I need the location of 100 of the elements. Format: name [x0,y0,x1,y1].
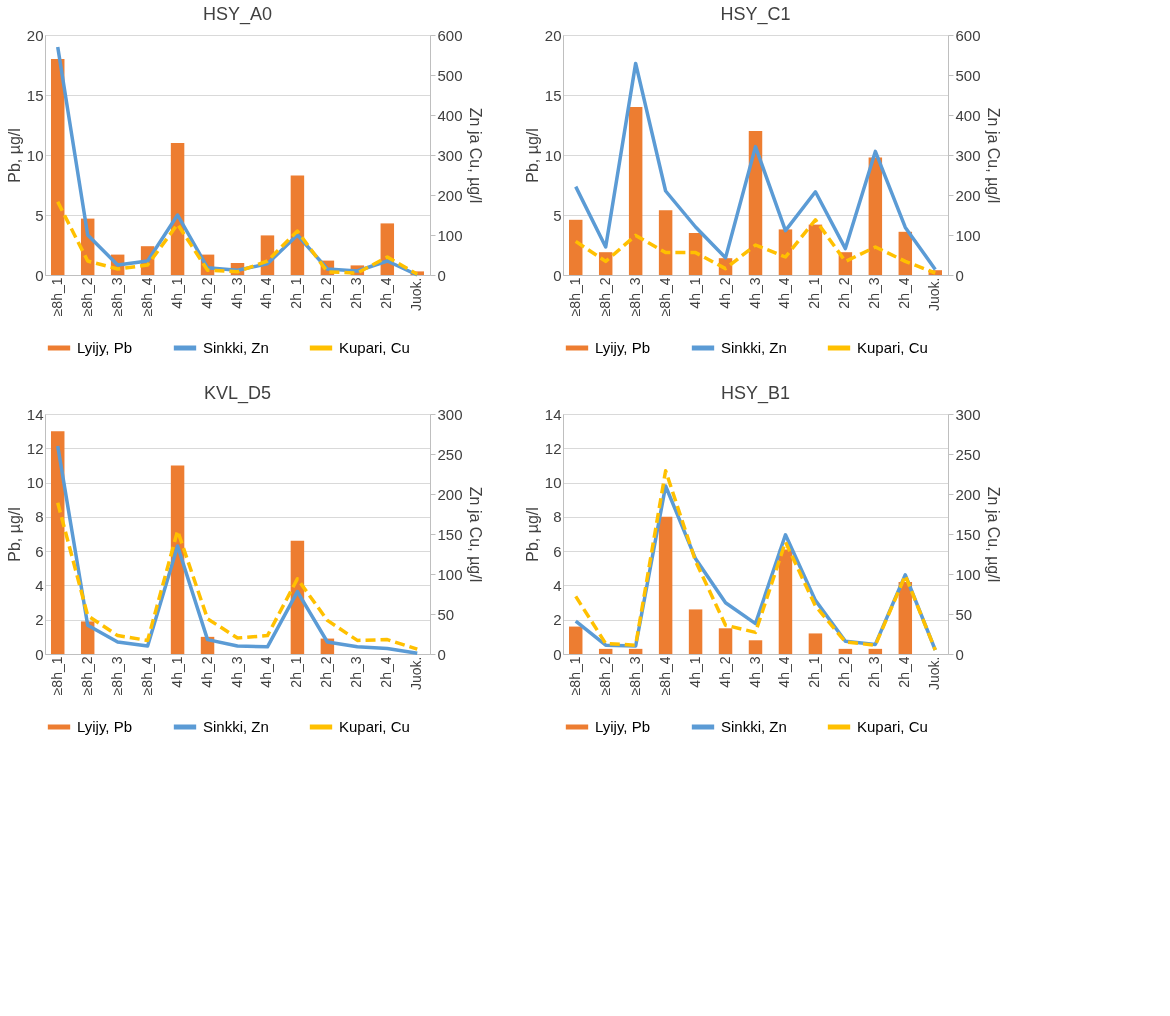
x-tick-label: ≥8h_3 [626,277,643,317]
x-tick-label: ≥8h_1 [48,277,65,317]
y-tick-label: 4 [35,576,44,594]
x-tick-label: 2h_1 [806,656,823,688]
x-tick-label: 2h_2 [836,656,853,688]
x-tick-label: 2h_3 [348,656,365,688]
x-tick-label: 2h_3 [866,656,883,688]
x-tick-label: 4h_2 [716,277,733,309]
x-tick-label: ≥8h_3 [108,656,125,696]
y2-tick-label: 300 [955,146,981,164]
y2-tick-label: 600 [955,26,981,44]
y2-tick-label: 600 [437,26,463,44]
y-tick-label: 0 [35,266,44,284]
x-tick-label: 2h_4 [378,656,395,688]
legend-label: Kupari, Cu [857,339,928,356]
bar [778,549,793,654]
x-tick-label: Juok. [926,277,943,311]
y2-tick-label: 100 [955,226,981,244]
x-tick-label: ≥8h_4 [656,277,673,317]
x-tick-label: 2h_2 [836,277,853,309]
y-tick-label: 2 [553,611,562,629]
x-tick-label: 4h_1 [168,277,185,309]
y-tick-label: 0 [35,645,44,663]
y-tick-label: 10 [544,146,562,164]
x-tick-label: 2h_1 [288,277,305,309]
x-tick-label: 4h_3 [746,656,763,688]
x-tick-label: 2h_1 [288,656,305,688]
x-tick-label: 2h_2 [318,656,335,688]
bar [50,431,65,654]
chart-title: HSY_C1 [720,4,791,25]
bar [658,210,673,275]
x-tick-label: ≥8h_1 [566,277,583,317]
x-tick-label: ≥8h_2 [78,277,95,317]
y-tick-label: 12 [26,439,44,457]
y-tick-label: 10 [544,474,562,492]
y-tick-label: 0 [553,266,562,284]
y-axis-title: Pb, µg/l [5,128,23,183]
y-tick-label: 8 [35,508,44,526]
x-tick-label: ≥8h_2 [596,656,613,696]
y-tick-label: 5 [35,206,44,224]
x-tick-label: 4h_2 [198,656,215,688]
legend-label: Lyijy, Pb [595,718,651,735]
y2-tick-label: 250 [955,445,981,463]
x-tick-label: ≥8h_2 [596,277,613,317]
y2-tick-label: 200 [955,186,981,204]
y2-tick-label: 300 [955,405,981,423]
y2-tick-label: 200 [437,485,463,503]
x-tick-label: ≥8h_4 [656,656,673,696]
x-tick-label: 2h_1 [806,277,823,309]
x-tick-label: 2h_2 [318,277,335,309]
y2-tick-label: 150 [437,525,463,543]
x-tick-label: 2h_4 [896,656,913,688]
line-series [55,501,420,651]
y2-tick-label: 400 [955,106,981,124]
x-tick-label: ≥8h_3 [108,277,125,317]
bar [868,648,883,654]
y2-tick-label: 300 [437,146,463,164]
x-tick-label: 4h_2 [198,277,215,309]
chart-title: HSY_A0 [202,4,273,25]
y-tick-label: 8 [553,508,562,526]
legend-label: Kupari, Cu [339,339,410,356]
y2-axis-title: Zn ja Cu, µg/l [466,107,484,204]
x-tick-label: ≥8h_4 [138,277,155,317]
y-tick-label: 2 [35,611,44,629]
x-tick-label: 2h_3 [348,277,365,309]
x-tick-label: 4h_4 [258,277,275,309]
x-tick-label: 4h_4 [776,656,793,688]
bar [628,648,643,654]
legend-label: Kupari, Cu [857,718,928,735]
line-series [55,444,420,655]
bar [568,626,583,654]
legend-label: Sinkki, Zn [203,718,269,735]
y2-tick-label: 150 [955,525,981,543]
bar [50,59,65,275]
x-tick-label: Juok. [408,277,425,311]
y-axis-title: Pb, µg/l [5,507,23,562]
x-tick-label: 4h_1 [686,656,703,688]
x-tick-label: 4h_3 [228,656,245,688]
x-tick-label: 4h_1 [686,277,703,309]
y2-tick-label: 100 [955,565,981,583]
y2-tick-label: 200 [955,485,981,503]
bar [598,648,613,654]
legend-label: Lyijy, Pb [77,339,133,356]
y2-tick-label: 50 [437,605,455,623]
y2-tick-label: 0 [437,266,446,284]
line-series [573,61,938,272]
y-tick-label: 15 [26,86,44,104]
legend-label: Lyijy, Pb [77,718,133,735]
y-tick-label: 14 [26,405,44,423]
bar [808,633,823,654]
x-tick-label: ≥8h_3 [626,656,643,696]
y-tick-label: 0 [553,645,562,663]
x-tick-label: ≥8h_1 [48,656,65,696]
legend-label: Sinkki, Zn [721,718,787,735]
chart-title: HSY_B1 [720,383,791,404]
y-tick-label: 20 [544,26,562,44]
y-tick-label: 6 [553,542,562,560]
bar [658,516,673,654]
bar [838,648,853,654]
y2-tick-label: 0 [955,645,964,663]
